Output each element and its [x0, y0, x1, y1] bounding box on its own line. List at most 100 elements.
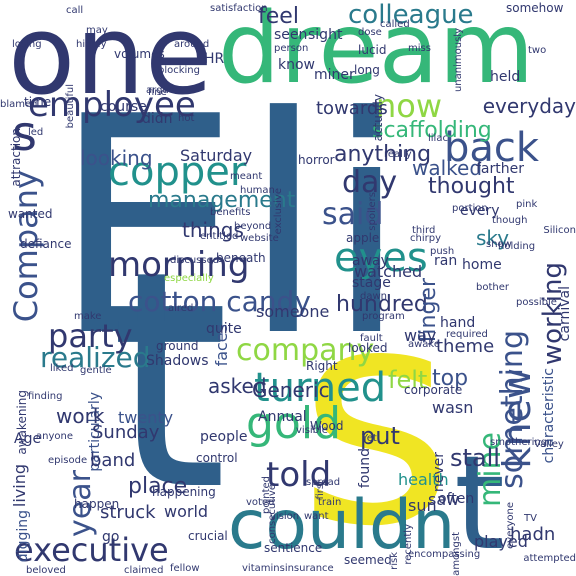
- cloud-word: train: [318, 497, 342, 508]
- cloud-word: didn: [142, 111, 173, 127]
- cloud-word: couldn: [228, 486, 456, 565]
- cloud-word: call: [66, 5, 84, 16]
- cloud-word: digging: [15, 510, 31, 563]
- cloud-word: pointed: [261, 476, 272, 515]
- cloud-word: employee: [28, 85, 196, 125]
- cloud-word: meant: [230, 171, 263, 182]
- cloud-word: ran: [434, 253, 458, 269]
- cloud-word: seemed: [344, 553, 392, 567]
- cloud-word: show: [486, 239, 512, 250]
- cloud-word: Valley: [534, 439, 564, 450]
- cloud-word: website: [240, 233, 279, 244]
- cloud-word: executive: [14, 531, 169, 569]
- cloud-word: wasn: [432, 398, 474, 417]
- cloud-word: know: [278, 57, 315, 73]
- cloud-word: watched: [354, 262, 423, 281]
- cloud-word: exclusive: [273, 188, 284, 235]
- cloud-word: struck: [100, 502, 156, 523]
- cloud-word: sentience: [264, 541, 323, 555]
- cloud-word: push: [430, 246, 455, 257]
- cloud-word: saw: [428, 490, 460, 509]
- cloud-word: spoilers: [367, 192, 378, 231]
- cloud-word: played: [474, 532, 528, 551]
- cloud-word: defiance: [20, 237, 72, 251]
- cloud-word: held: [490, 69, 521, 85]
- cloud-word: vitaminsinsurance: [242, 563, 334, 574]
- cloud-word: cotton candy: [128, 285, 311, 318]
- cloud-word: gold: [246, 398, 342, 449]
- cloud-word: put: [360, 422, 400, 450]
- cloud-word: gentle: [80, 365, 112, 376]
- cloud-word: sky: [476, 226, 510, 250]
- cloud-word: chirpy: [410, 233, 441, 244]
- cloud-word: often: [438, 491, 475, 507]
- cloud-word: Saturday: [180, 146, 253, 165]
- cloud-word: towards: [316, 98, 388, 119]
- cloud-word: visible: [296, 425, 328, 436]
- cloud-word: highly: [76, 39, 107, 50]
- cloud-word: hand: [440, 315, 476, 331]
- cloud-word: apple: [346, 231, 380, 245]
- cloud-word: holding: [498, 241, 536, 252]
- cloud-word: two: [528, 45, 547, 56]
- cloud-word: crucial: [188, 529, 228, 543]
- cloud-word: stall: [450, 444, 500, 472]
- cloud-word: twenty: [118, 408, 174, 427]
- cloud-word: pink: [516, 199, 538, 210]
- cloud-word: day: [342, 165, 398, 200]
- cloud-word: Generic: [252, 378, 330, 402]
- cloud-word: people: [200, 429, 248, 445]
- cloud-word: Yet: [362, 433, 377, 444]
- cloud-word: program: [362, 311, 405, 322]
- cloud-word: walked: [412, 156, 483, 180]
- cloud-word: called: [380, 19, 410, 30]
- cloud-word: happening: [152, 485, 216, 499]
- cloud-word: management: [148, 188, 296, 213]
- cloud-word: everyday: [482, 94, 576, 118]
- cloud-word: fault: [360, 333, 383, 344]
- cloud-word: want: [304, 511, 329, 522]
- cloud-word: episode: [48, 455, 88, 466]
- cloud-word: attraction: [9, 128, 23, 187]
- cloud-word: required: [446, 329, 488, 340]
- cloud-word: scaffolding: [372, 118, 492, 143]
- cloud-word: volumes: [114, 47, 165, 61]
- cloud-word: may: [86, 25, 108, 36]
- cloud-word: somehow: [506, 1, 564, 15]
- cloud-word: actually: [371, 94, 385, 142]
- cloud-word: realized: [40, 341, 151, 374]
- cloud-word: risk: [389, 552, 400, 570]
- cloud-word: amongst: [451, 532, 462, 576]
- cloud-word: beneath: [216, 251, 266, 265]
- cloud-word: blamed: [0, 99, 38, 110]
- cloud-word: one: [8, 0, 213, 119]
- cloud-word: stage: [352, 275, 391, 291]
- cloud-word: anyone: [36, 431, 73, 442]
- cloud-word: party: [48, 317, 133, 355]
- cloud-word: looked: [348, 341, 388, 355]
- cloud-word: asked: [208, 374, 267, 398]
- cloud-word: attempted: [523, 553, 576, 564]
- cloud-word: feel: [258, 4, 299, 29]
- cloud-word: Wood: [310, 419, 344, 433]
- cloud-word: especially: [164, 273, 214, 284]
- cloud-word: losing: [12, 39, 42, 50]
- cloud-word: place: [128, 474, 188, 499]
- cloud-word: s: [12, 106, 38, 162]
- cloud-word: anything: [334, 142, 432, 167]
- cloud-word: farther: [476, 161, 524, 177]
- cloud-word: portion: [452, 203, 488, 214]
- cloud-word: beyond: [234, 221, 272, 232]
- cloud-word: dose: [358, 27, 382, 38]
- cloud-word: wanted: [8, 207, 53, 221]
- cloud-word: home: [462, 257, 502, 273]
- cloud-word: dawn: [360, 291, 387, 302]
- cloud-word: way: [404, 326, 437, 345]
- cloud-word: copper: [108, 149, 247, 195]
- cloud-word: felt: [388, 366, 428, 394]
- cloud-word: carnival: [557, 286, 573, 342]
- cloud-word: horror: [298, 153, 335, 167]
- cloud-word: smothering: [490, 437, 548, 448]
- cloud-word: t: [454, 427, 505, 576]
- cloud-word: discussed: [170, 255, 220, 266]
